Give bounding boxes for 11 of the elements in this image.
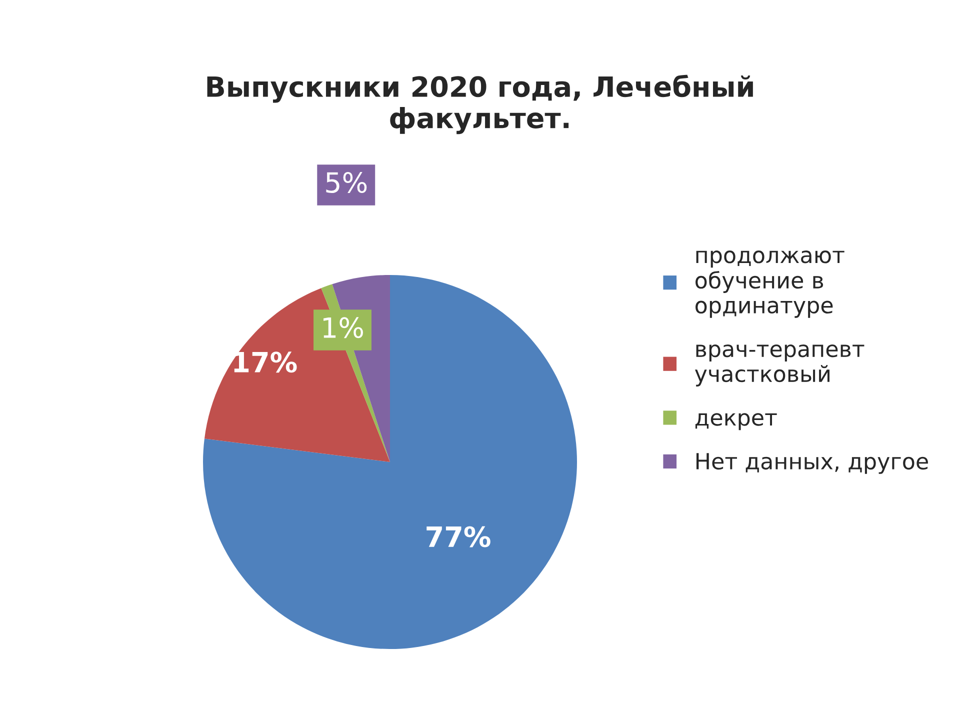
data-label: 5% bbox=[326, 172, 367, 194]
legend-label: продолжают обучение в ординатуре bbox=[696, 250, 844, 318]
data-label: 77% bbox=[426, 526, 490, 548]
chart-title: Выпускники 2020 года, Лечебный факультет. bbox=[207, 74, 753, 134]
data-label: 17% bbox=[234, 352, 297, 373]
data-label: 1% bbox=[324, 317, 363, 338]
pie-slice bbox=[203, 275, 577, 649]
legend-label: декрет bbox=[695, 413, 777, 430]
legend-label: врач-терапевт участковый bbox=[694, 344, 864, 386]
pie-slice bbox=[204, 288, 390, 462]
legend-label: Нет данных, другое bbox=[696, 453, 928, 474]
